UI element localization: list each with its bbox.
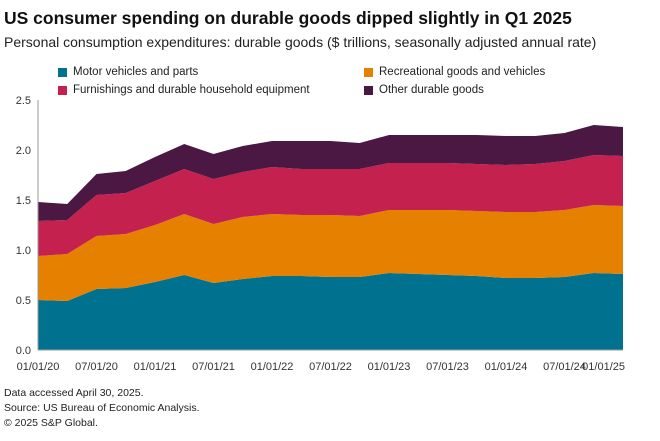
x-tick-label: 01/01/21 bbox=[134, 361, 177, 373]
footnote-copyright: © 2025 S&P Global. bbox=[4, 417, 98, 429]
legend-swatch bbox=[364, 85, 373, 95]
footnote-data-accessed: Data accessed April 30, 2025. bbox=[4, 387, 144, 399]
legend-label: Furnishings and durable household equipm… bbox=[73, 84, 310, 96]
legend: Motor vehicles and parts Recreational go… bbox=[58, 66, 648, 102]
legend-label: Other durable goods bbox=[379, 84, 484, 96]
y-tick-label: 0.5 bbox=[16, 295, 31, 307]
legend-label: Motor vehicles and parts bbox=[73, 66, 199, 78]
x-tick-label: 01/01/23 bbox=[368, 361, 411, 373]
area-series-furnishings-and-durable-household-equipment bbox=[38, 155, 623, 256]
chart-subtitle: Personal consumption expenditures: durab… bbox=[4, 34, 597, 50]
legend-item-furnishings: Furnishings and durable household equipm… bbox=[58, 84, 310, 96]
legend-item-motor-vehicles: Motor vehicles and parts bbox=[58, 66, 198, 78]
x-tick-label: 01/01/24 bbox=[485, 361, 528, 373]
y-tick-label: 2.0 bbox=[16, 145, 31, 157]
area-series-motor-vehicles-and-parts bbox=[38, 273, 623, 350]
x-tick-label: 07/01/21 bbox=[192, 361, 235, 373]
area-series-other-durable-goods bbox=[38, 125, 623, 221]
footnote-source: Source: US Bureau of Economic Analysis. bbox=[4, 402, 200, 414]
y-tick-label: 1.0 bbox=[16, 245, 31, 257]
legend-label: Recreational goods and vehicles bbox=[379, 66, 546, 78]
x-tick-label: 07/01/22 bbox=[309, 361, 352, 373]
x-tick-label: 07/01/23 bbox=[426, 361, 469, 373]
x-tick-label: 07/01/24 bbox=[543, 361, 586, 373]
legend-swatch bbox=[58, 67, 67, 77]
x-tick-label: 01/01/20 bbox=[17, 361, 60, 373]
y-tick-label: 1.5 bbox=[16, 195, 31, 207]
footnotes: Data accessed April 30, 2025. Source: US… bbox=[4, 386, 200, 431]
legend-swatch bbox=[364, 67, 373, 77]
x-tick-label: 07/01/20 bbox=[75, 361, 118, 373]
legend-swatch bbox=[58, 85, 67, 95]
x-tick-label: 01/01/22 bbox=[251, 361, 294, 373]
y-tick-label: 2.5 bbox=[16, 95, 31, 107]
x-tick-label: 01/01/25 bbox=[582, 361, 625, 373]
y-tick-label: 0.0 bbox=[16, 345, 31, 357]
legend-item-other-durable: Other durable goods bbox=[364, 84, 484, 96]
area-series-recreational-goods-and-vehicles bbox=[38, 205, 623, 301]
chart-title: US consumer spending on durable goods di… bbox=[4, 8, 572, 28]
legend-item-recreational-goods: Recreational goods and vehicles bbox=[364, 66, 545, 78]
